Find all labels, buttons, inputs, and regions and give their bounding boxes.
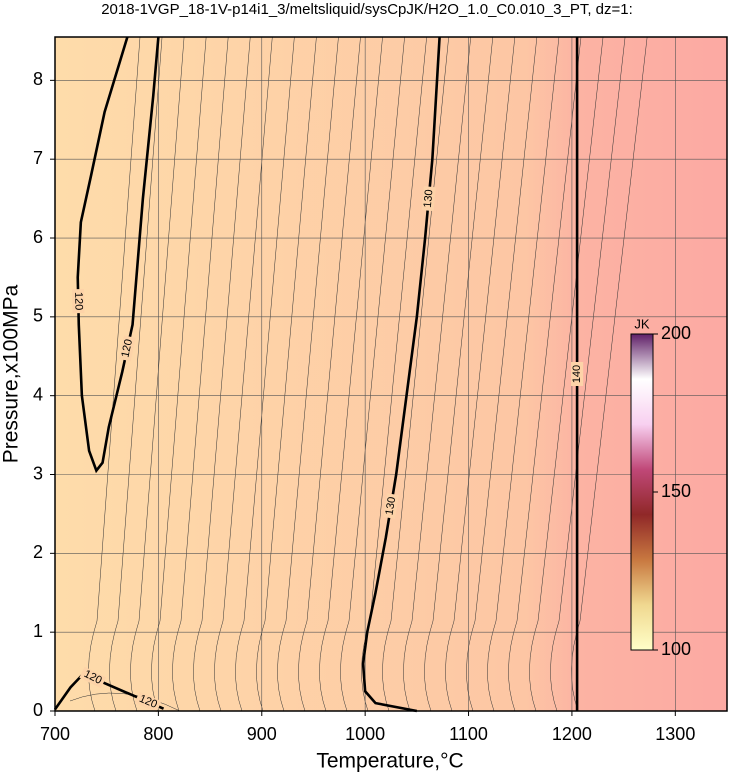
y-tick-label: 6 [33,227,43,247]
minor-contour [487,36,560,712]
colorbar [630,333,654,651]
minor-contour [256,36,317,712]
minor-contour [109,36,163,712]
minor-contour [424,36,494,712]
x-axis-label: Temperature,°C [316,750,463,773]
colorbar-tick-label: 150 [661,481,691,501]
x-tick-label: 1000 [345,724,385,744]
minor-contour [403,36,471,712]
contour-label: 130 [384,496,399,516]
minor-contour [88,36,141,712]
x-tick-label: 1100 [449,724,488,744]
minor-contour [466,36,538,712]
contour-label-bg [134,691,162,713]
minor-contour [529,36,604,712]
contour-line [361,36,441,713]
contour-label-bg [383,493,399,519]
contour-label: 120 [72,292,84,311]
y-tick-label: 7 [33,148,43,168]
colorbar-tick-label: 200 [661,323,691,343]
minor-contour [172,36,229,712]
contour-label-bg [72,288,85,314]
plot-background [55,37,727,711]
x-tick-label: 1300 [655,724,695,744]
minor-contour [69,692,181,712]
y-tick-label: 1 [33,621,43,641]
contour-label: 140 [571,365,583,383]
x-tick-label: 1200 [552,724,592,744]
contour-label: 120 [119,338,135,358]
minor-contour [550,36,626,712]
contour-label-bg [79,666,107,689]
minor-contour [508,36,582,712]
y-tick-label: 3 [33,463,43,483]
minor-contour [277,36,339,712]
x-tick-label: 700 [40,724,70,744]
minor-contour [193,36,251,712]
y-tick-label: 2 [33,542,43,562]
minor-contour [340,36,405,712]
y-tick-label: 0 [33,700,43,720]
plot-frame [54,36,728,712]
y-tick-label: 5 [33,306,43,326]
contour-label: 130 [422,189,436,208]
minor-contour [382,36,449,712]
y-tick-label: 8 [33,69,43,89]
x-tick-label: 800 [143,724,173,744]
minor-contour [214,36,273,712]
minor-contour [235,36,295,712]
minor-contour [319,36,383,712]
contour-label-bg [571,362,584,386]
y-axis-label: Pressure,x100MPa [0,284,23,463]
minor-contour [130,36,185,712]
contour-line [76,36,160,474]
x-tick-label: 900 [247,724,277,744]
chart-title: 2018-1VGP_18-1V-p14i1_3/meltsliquid/sysC… [101,1,633,18]
colorbar-label: JK [634,316,650,331]
colorbar-tick-label: 100 [661,639,691,659]
minor-contour [445,36,516,712]
y-tick-label: 4 [33,384,43,404]
contour-label-bg [118,335,136,362]
contour-label-bg [421,186,436,212]
minor-contour [298,36,361,712]
